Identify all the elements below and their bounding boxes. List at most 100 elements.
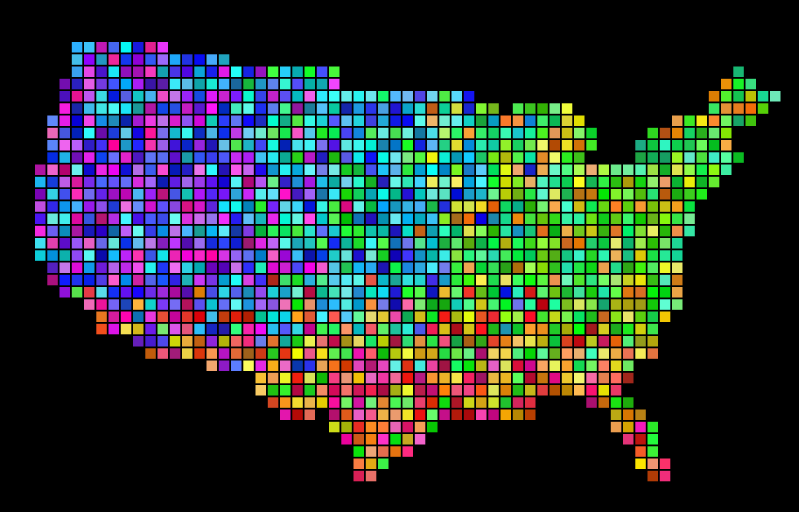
map-cell bbox=[145, 54, 156, 65]
map-cell bbox=[194, 176, 205, 188]
map-cell bbox=[365, 274, 377, 286]
map-cell bbox=[169, 189, 181, 200]
map-cell bbox=[561, 238, 573, 249]
map-cell bbox=[353, 348, 364, 359]
map-cell bbox=[120, 54, 132, 65]
map-cell bbox=[96, 311, 107, 322]
map-cell bbox=[243, 311, 254, 322]
map-cell bbox=[463, 262, 475, 273]
map-cell bbox=[574, 299, 585, 310]
map-cell bbox=[549, 385, 560, 396]
map-cell bbox=[378, 103, 389, 114]
map-cell bbox=[672, 176, 683, 188]
map-cell bbox=[610, 164, 622, 175]
map-cell bbox=[684, 115, 695, 126]
map-cell bbox=[525, 409, 536, 420]
map-cell bbox=[71, 250, 83, 261]
map-cell bbox=[390, 299, 401, 310]
map-cell bbox=[402, 446, 413, 457]
map-cell bbox=[84, 250, 95, 261]
map-cell bbox=[672, 287, 683, 298]
map-cell bbox=[304, 360, 315, 371]
map-cell bbox=[598, 348, 609, 359]
map-cell bbox=[353, 103, 364, 114]
map-cell bbox=[292, 189, 303, 200]
map-cell bbox=[574, 201, 585, 212]
map-cell bbox=[390, 201, 401, 212]
map-cell bbox=[157, 225, 168, 237]
map-cell bbox=[304, 176, 315, 188]
map-cell bbox=[476, 164, 487, 175]
map-cell bbox=[353, 323, 364, 335]
map-cell bbox=[561, 140, 573, 151]
map-cell bbox=[133, 66, 144, 77]
map-cell bbox=[169, 274, 181, 286]
map-cell bbox=[145, 250, 156, 261]
map-cell bbox=[610, 421, 622, 433]
map-cell bbox=[488, 103, 499, 114]
map-cell bbox=[182, 189, 193, 200]
map-cell bbox=[84, 238, 95, 249]
map-cell bbox=[169, 66, 181, 77]
map-cell bbox=[672, 238, 683, 249]
map-cell bbox=[341, 323, 352, 335]
map-cell bbox=[623, 213, 634, 224]
map-cell bbox=[390, 434, 401, 445]
map-cell bbox=[280, 115, 291, 126]
map-cell bbox=[316, 262, 328, 273]
map-cell bbox=[145, 189, 156, 200]
map-cell bbox=[84, 287, 95, 298]
map-cell bbox=[463, 127, 475, 139]
map-cell bbox=[623, 360, 634, 371]
map-cell bbox=[439, 103, 450, 114]
map-cell bbox=[512, 299, 524, 310]
map-cell bbox=[96, 140, 107, 151]
map-cell bbox=[537, 250, 548, 261]
map-cell bbox=[635, 140, 646, 151]
map-cell bbox=[218, 54, 230, 65]
map-cell bbox=[231, 127, 242, 139]
map-cell bbox=[182, 225, 193, 237]
map-cell bbox=[476, 311, 487, 322]
map-cell bbox=[267, 66, 279, 77]
map-cell bbox=[647, 421, 658, 433]
map-cell bbox=[672, 262, 683, 273]
map-cell bbox=[353, 372, 364, 384]
map-cell bbox=[488, 274, 499, 286]
map-cell bbox=[182, 127, 193, 139]
map-cell bbox=[378, 201, 389, 212]
map-cell bbox=[414, 372, 426, 384]
map-cell bbox=[390, 336, 401, 347]
map-cell bbox=[292, 360, 303, 371]
map-cell bbox=[500, 152, 511, 163]
map-cell bbox=[365, 409, 377, 420]
map-cell bbox=[157, 115, 168, 126]
map-cell bbox=[292, 409, 303, 420]
map-cell bbox=[96, 42, 107, 53]
map-cell bbox=[341, 115, 352, 126]
map-cell bbox=[329, 262, 340, 273]
map-cell bbox=[353, 446, 364, 457]
map-cell bbox=[267, 103, 279, 114]
map-cell bbox=[218, 103, 230, 114]
map-cell bbox=[182, 323, 193, 335]
map-cell bbox=[206, 213, 217, 224]
map-cell bbox=[549, 250, 560, 261]
map-cell bbox=[402, 434, 413, 445]
map-cell bbox=[267, 299, 279, 310]
map-cell bbox=[488, 262, 499, 273]
map-cell bbox=[292, 299, 303, 310]
map-cell bbox=[365, 360, 377, 371]
map-cell bbox=[243, 336, 254, 347]
map-cell bbox=[500, 360, 511, 371]
map-cell bbox=[280, 287, 291, 298]
map-cell bbox=[378, 140, 389, 151]
map-cell bbox=[476, 213, 487, 224]
map-cell bbox=[280, 323, 291, 335]
map-cell bbox=[316, 385, 328, 396]
map-cell bbox=[96, 189, 107, 200]
map-cell bbox=[96, 164, 107, 175]
map-cell bbox=[537, 189, 548, 200]
map-cell bbox=[365, 201, 377, 212]
map-cell bbox=[182, 54, 193, 65]
